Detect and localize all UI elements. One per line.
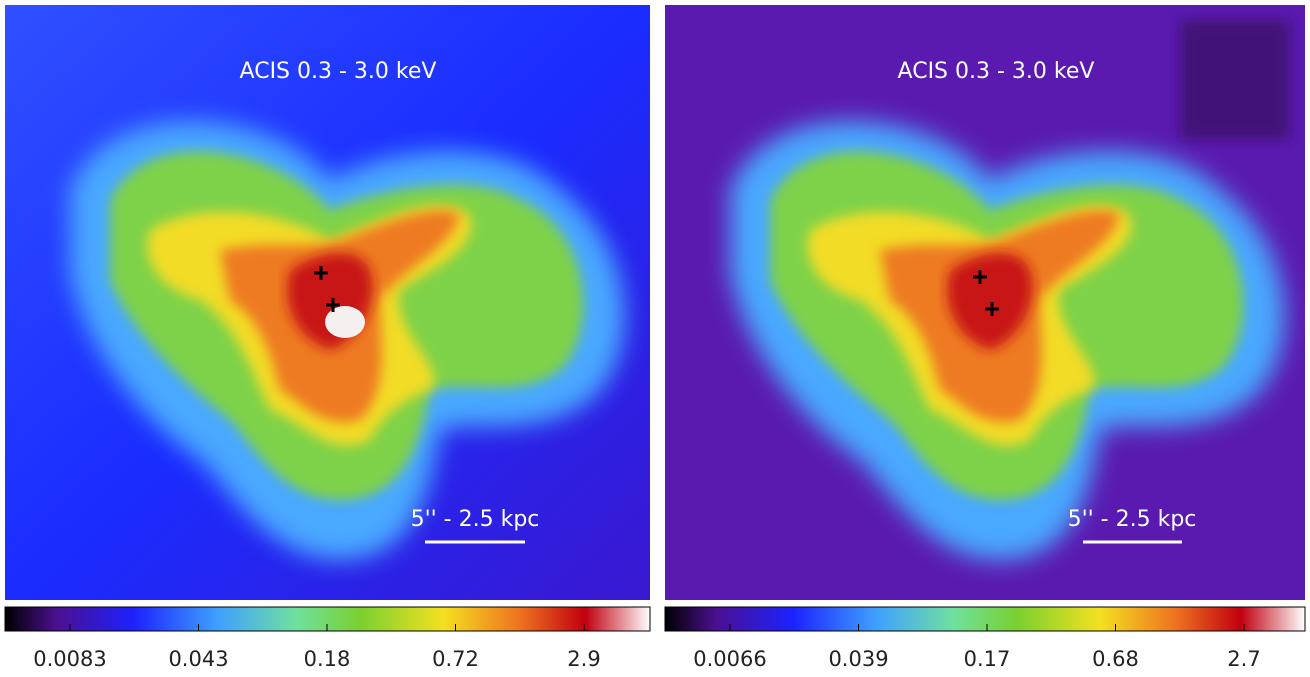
colorbar-tick-label: 0.0083 bbox=[33, 647, 106, 671]
colorbar-tick-label: 0.68 bbox=[1092, 647, 1139, 671]
colorbar-tick-label: 0.18 bbox=[304, 647, 351, 671]
colorbar-tick-label: 0.72 bbox=[432, 647, 479, 671]
colorbar-tick-label: 0.0066 bbox=[693, 647, 766, 671]
panel-label: ACIS 0.3 - 3.0 keV bbox=[898, 59, 1095, 84]
scale-label: 5'' - 2.5 kpc bbox=[1068, 507, 1197, 532]
figure: ACIS 0.3 - 3.0 keV 5'' - 2.5 kpc ACIS 0.… bbox=[0, 0, 1310, 677]
colorbar-tick-label: 0.043 bbox=[168, 647, 228, 671]
scale-label: 5'' - 2.5 kpc bbox=[411, 507, 540, 532]
panel-left: ACIS 0.3 - 3.0 keV 5'' - 2.5 kpc bbox=[5, 5, 650, 631]
colorbar-tick-label: 0.17 bbox=[964, 647, 1011, 671]
panel-right: ACIS 0.3 - 3.0 keV 5'' - 2.5 kpc bbox=[665, 5, 1305, 631]
colorbar-tick-label: 2.7 bbox=[1227, 647, 1260, 671]
colorbar-tick-label: 0.039 bbox=[828, 647, 888, 671]
colorbar-tick-label: 2.9 bbox=[567, 647, 600, 671]
panel-label: ACIS 0.3 - 3.0 keV bbox=[240, 59, 437, 84]
